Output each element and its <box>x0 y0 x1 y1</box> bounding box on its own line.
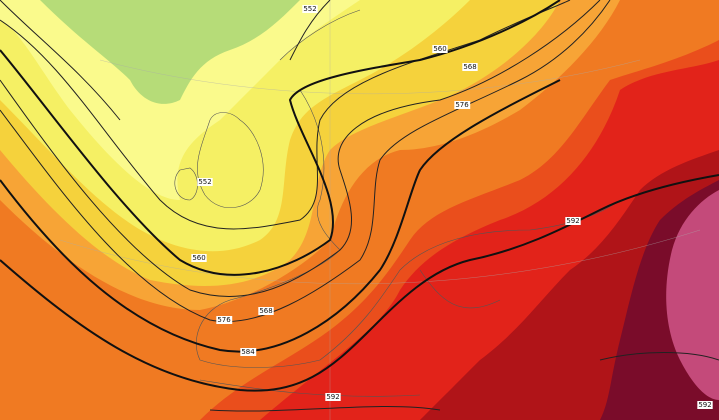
contour <box>209 352 719 412</box>
contour-label: 552 <box>303 5 316 13</box>
field-green <box>40 0 300 104</box>
coastline <box>196 9 361 368</box>
label-background <box>697 401 713 409</box>
label-background <box>258 307 274 315</box>
contour <box>0 0 611 322</box>
label-background <box>191 254 207 262</box>
label-background <box>216 316 233 324</box>
contour-labels: 552 560 568 576 552 560 568 576 584 592 … <box>191 5 713 409</box>
contour-label: 592 <box>698 401 711 409</box>
label-background <box>432 45 448 53</box>
contour-label: 584 <box>241 348 255 356</box>
contour-label: 568 <box>463 63 476 71</box>
contour-label: 592 <box>566 217 579 225</box>
label-background <box>454 101 471 109</box>
contour <box>0 79 561 353</box>
contour <box>0 174 719 392</box>
label-background <box>462 63 478 71</box>
contour-label: 568 <box>259 307 272 315</box>
contour <box>0 0 331 121</box>
contour-label: 560 <box>192 254 205 262</box>
contour-label: 560 <box>433 45 446 53</box>
label-background <box>302 5 318 13</box>
coastline <box>197 112 264 209</box>
contour <box>0 0 561 276</box>
contour <box>0 0 601 297</box>
field-pink <box>666 190 719 400</box>
label-background <box>565 217 581 225</box>
coastline <box>199 379 421 397</box>
label-background <box>240 348 257 356</box>
graticule <box>99 59 641 95</box>
contour-label: 552 <box>198 178 211 186</box>
contour-label: 576 <box>217 316 231 324</box>
label-background <box>325 393 341 401</box>
contour-label: 576 <box>455 101 469 109</box>
label-background <box>197 178 213 186</box>
contour-label: 592 <box>326 393 339 401</box>
